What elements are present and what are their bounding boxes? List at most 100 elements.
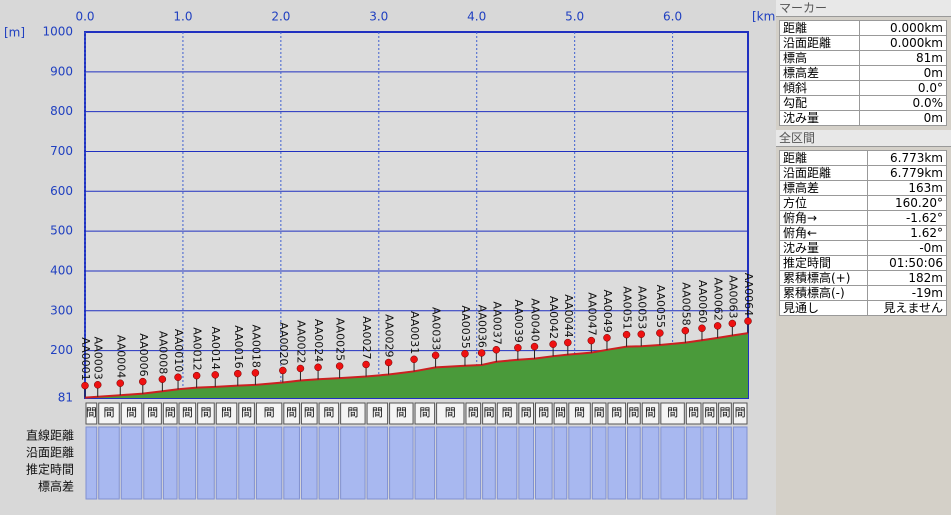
segment-header: 間 — [468, 406, 479, 419]
panel-row: 標高差 0m — [779, 65, 948, 81]
segment-cells — [568, 426, 591, 500]
panel-row: 推定時間 01:50:06 — [778, 255, 947, 271]
marker — [728, 319, 737, 328]
segment-header: 間 — [611, 406, 622, 419]
marker — [603, 334, 611, 342]
segment-cells — [535, 426, 553, 500]
panel-title: 全区間 — [776, 130, 951, 147]
x-tick-label: 6.0 — [663, 10, 682, 24]
segment-cells — [482, 426, 496, 500]
marker — [477, 349, 486, 357]
segment-header-cell — [641, 402, 660, 425]
panel-row: 距離 0.000km — [779, 20, 948, 36]
segment-header: 間 — [704, 406, 715, 419]
segment-header: 間 — [445, 406, 456, 419]
segment-header-cell — [607, 402, 627, 425]
segment-header: 間 — [645, 406, 656, 419]
marker-label: AA0020 — [277, 322, 290, 365]
x-tick-label: 3.0 — [369, 10, 388, 24]
panel-row: 距離 6.773km — [778, 150, 947, 166]
y-tick-label: 300 — [50, 303, 73, 317]
segment-cells — [496, 426, 518, 500]
y-tick-label: 700 — [50, 144, 73, 158]
panel-row: 沿面距離 0.000km — [779, 35, 948, 51]
row-value: 0m — [858, 65, 948, 81]
segment-header-cell — [283, 402, 300, 425]
marker — [211, 371, 219, 379]
segment-header: 間 — [264, 406, 275, 419]
segment-cells — [389, 426, 414, 500]
panel-row: 沈み量 -0m — [778, 240, 947, 256]
row-key: 俯角→ — [778, 210, 869, 226]
segment-header-cell — [685, 402, 702, 425]
marker — [431, 351, 440, 360]
x-axis-label: [km] — [752, 10, 776, 24]
segment-cells — [518, 426, 535, 500]
row-key: 沈み量 — [779, 110, 860, 126]
row-key: 見通し — [778, 300, 869, 316]
row-label: 推定時間 — [26, 462, 74, 477]
segment-cells — [732, 426, 748, 500]
row-value: 6.779km — [867, 165, 947, 181]
y-tick-label: 500 — [50, 224, 73, 238]
segment-header: 間 — [372, 406, 383, 419]
segment-header-cell — [178, 402, 197, 425]
segment-cells — [436, 426, 465, 500]
marker — [314, 363, 322, 372]
marker — [549, 340, 557, 348]
row-value: 6.773km — [867, 150, 947, 166]
marker-label: AA0022 — [294, 320, 307, 363]
row-label: 沿面距離 — [26, 446, 74, 460]
profile-area — [85, 333, 748, 398]
segment-cells — [685, 426, 702, 500]
segment-header: 間 — [396, 406, 407, 419]
panel-row: 俯角← 1.62° — [778, 225, 947, 241]
row-key: 累積標高(-) — [778, 285, 869, 301]
x-tick-label: 4.0 — [467, 10, 486, 24]
row-key: 方位 — [778, 195, 869, 211]
x-tick-label: 2.0 — [271, 10, 290, 24]
marker — [81, 381, 89, 390]
marker-label: AA0053 — [635, 286, 648, 329]
segment-header: 間 — [419, 406, 430, 419]
panel-row: 標高 81m — [779, 50, 948, 66]
segment-header-cell — [496, 402, 518, 425]
segment-header-cell — [482, 402, 496, 425]
marker-label: AA0027 — [360, 316, 373, 359]
segment-header: 間 — [719, 406, 730, 419]
segment-header-cell — [436, 402, 465, 425]
segment-header-cell — [568, 402, 591, 425]
row-value: 182m — [867, 270, 947, 286]
segment-cells — [143, 426, 162, 500]
segment-header: 間 — [86, 406, 97, 419]
marker — [492, 346, 501, 354]
row-value: 0.000km — [858, 20, 948, 36]
segment-cells — [465, 426, 482, 500]
marker — [174, 373, 182, 381]
y-tick-label: 400 — [50, 263, 73, 277]
segment-cells — [366, 426, 389, 500]
row-value: 0.0° — [858, 80, 948, 96]
marker-label: AA0039 — [512, 299, 525, 342]
marker — [622, 330, 631, 339]
row-value: 81m — [858, 50, 948, 66]
segment-header-cell — [238, 402, 255, 425]
segment-header-cell — [465, 402, 482, 425]
segment-header: 間 — [521, 406, 532, 419]
x-tick-label: 5.0 — [565, 10, 584, 24]
segment-header: 間 — [667, 406, 678, 419]
segment-header-cell — [85, 402, 98, 425]
marker-label: AA0062 — [712, 278, 725, 321]
marker — [587, 336, 596, 345]
panel-row: 方位 160.20° — [778, 195, 947, 211]
segment-cells — [702, 426, 718, 500]
segment-header-cell — [300, 402, 318, 425]
segment-cells — [162, 426, 178, 500]
segment-header: 間 — [165, 406, 176, 419]
row-key: 沈み量 — [778, 240, 869, 256]
segment-cells — [255, 426, 283, 500]
marker-label: AA0004 — [114, 335, 127, 378]
marker-label: AA0008 — [156, 331, 169, 374]
marker-label: AA0018 — [249, 324, 262, 367]
segment-header: 間 — [502, 406, 513, 419]
